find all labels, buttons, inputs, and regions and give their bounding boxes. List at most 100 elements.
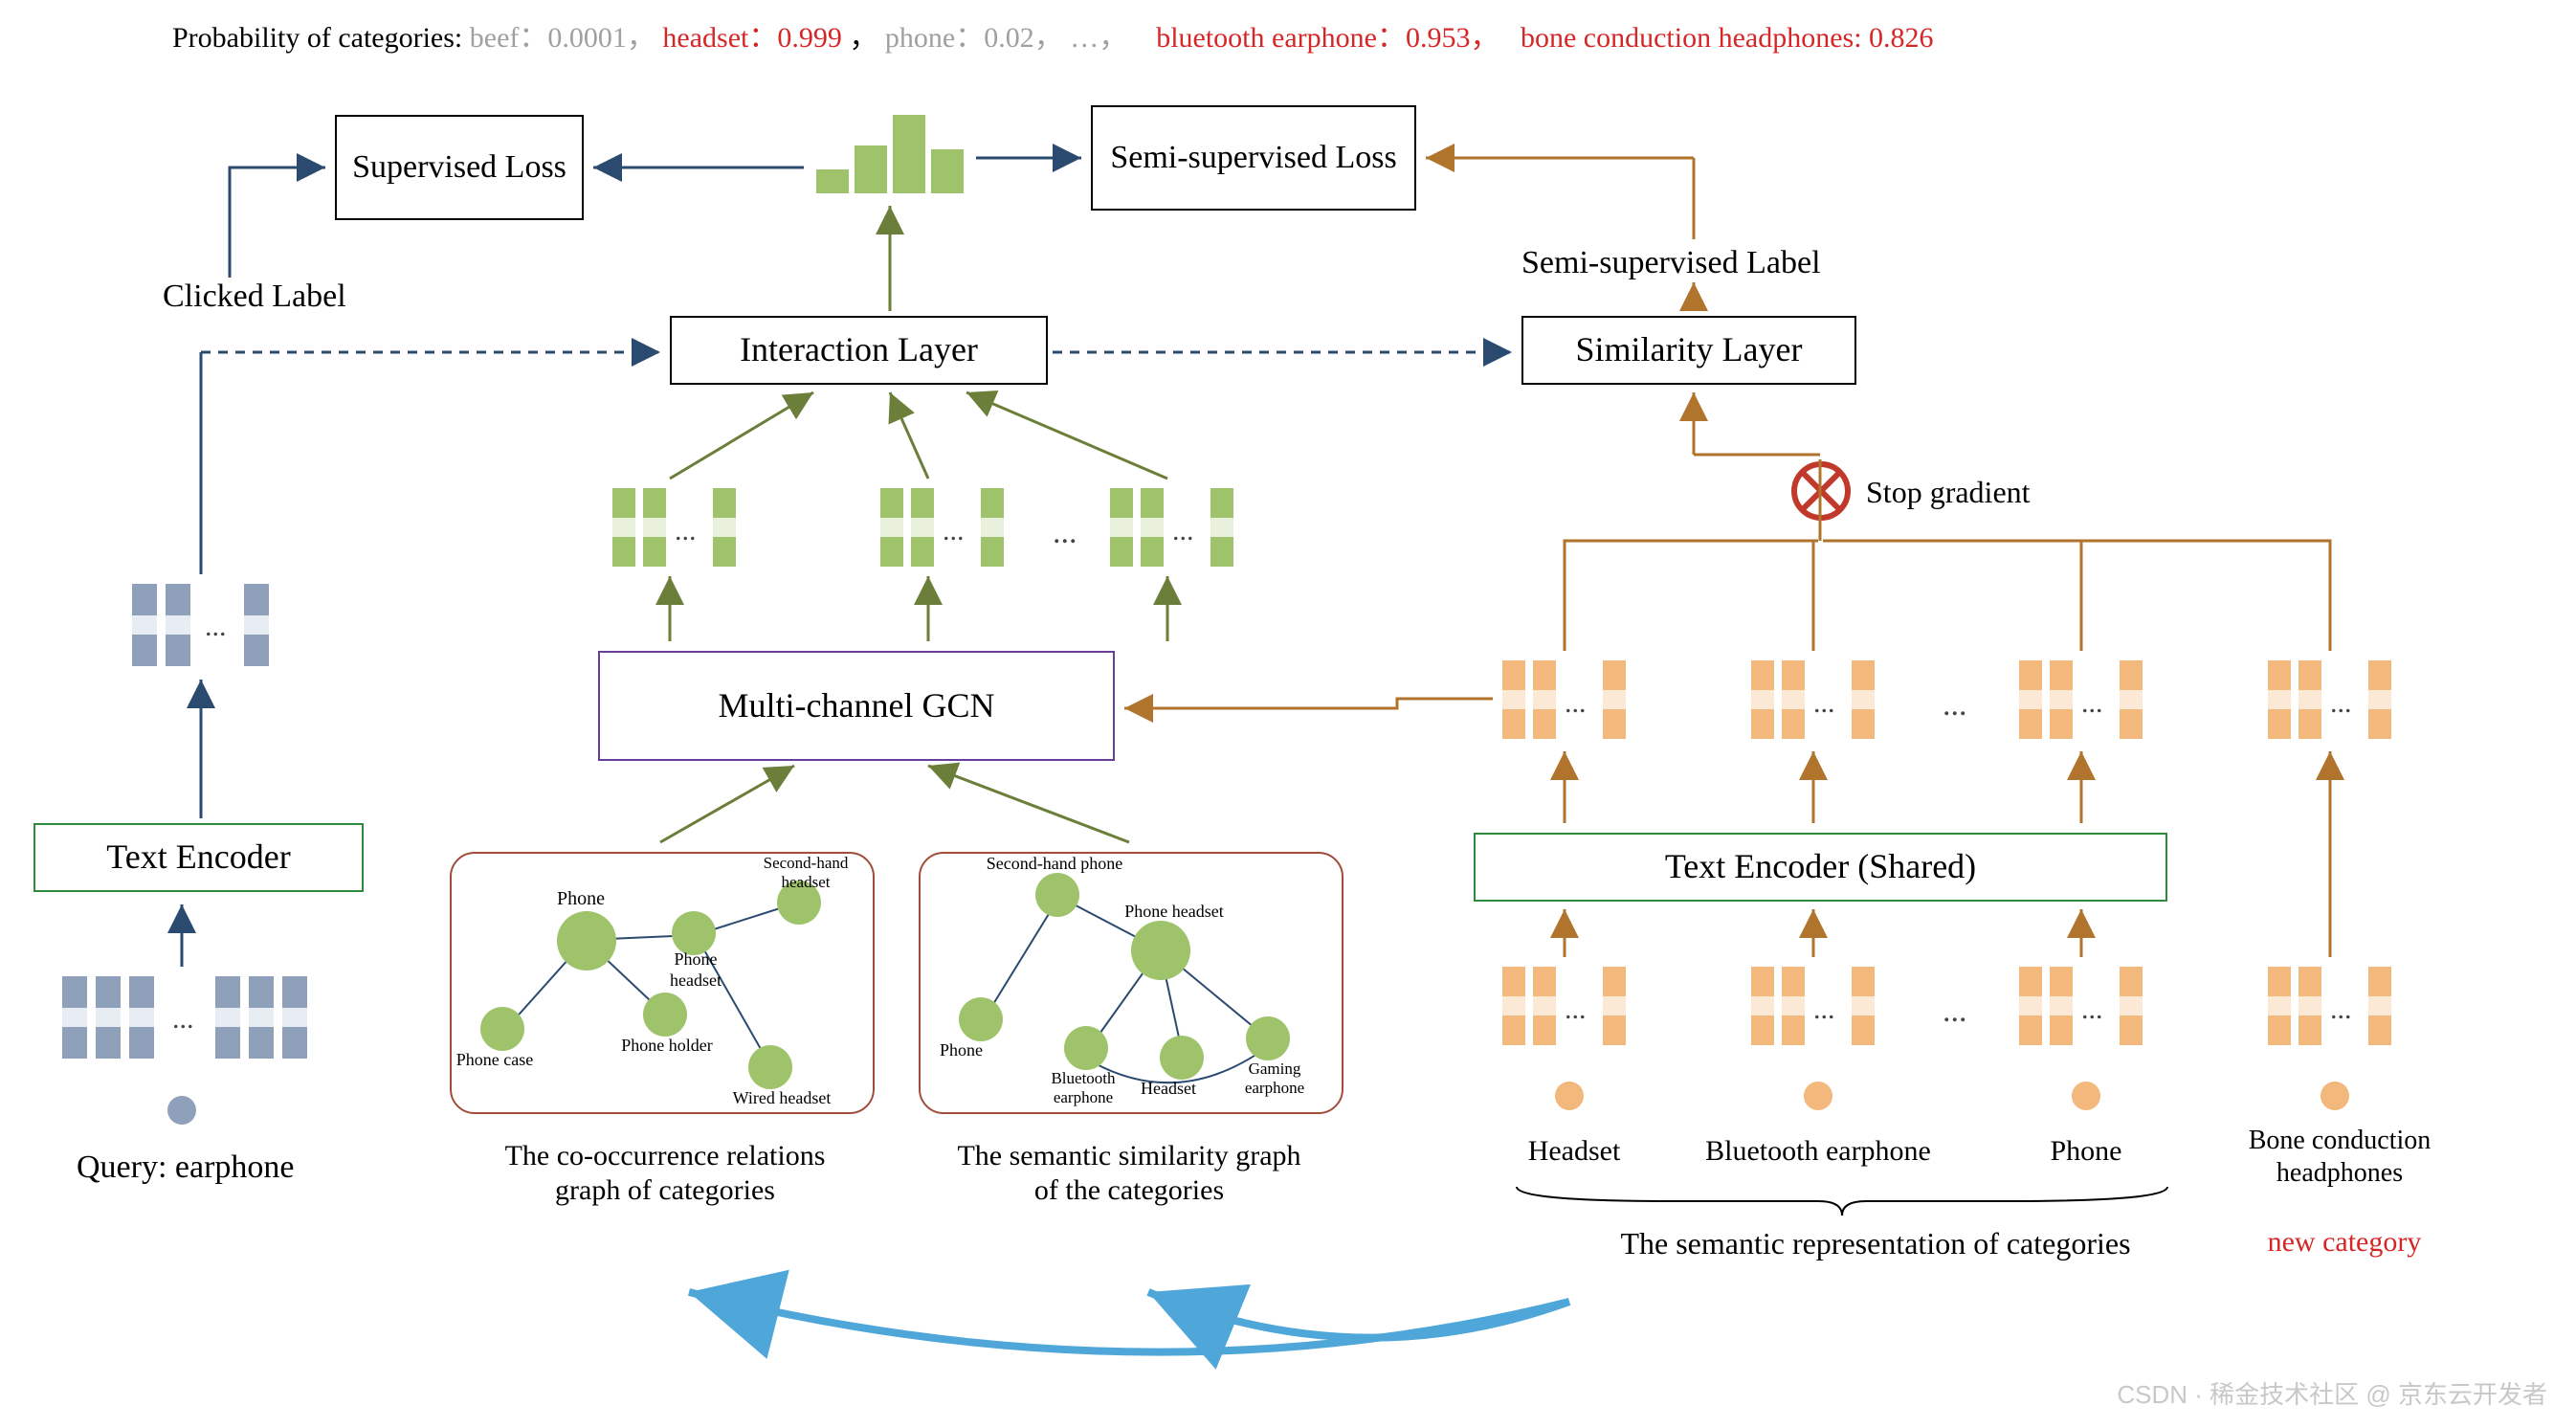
gcn-token: [911, 488, 934, 567]
prob-item-ellipsis: …，: [1070, 22, 1135, 54]
prob-item-beef: beef：0.0001，: [470, 22, 663, 54]
clicked-label-text: Clicked Label: [163, 278, 346, 317]
enc-token: [215, 976, 240, 1059]
cat-input-token: [2298, 967, 2321, 1045]
ellipsis-icon: ...: [943, 515, 965, 547]
stop-gradient-text: Stop gradient: [1866, 474, 2031, 510]
enc-token: [96, 976, 121, 1059]
prob-item-phone: phone：0.02，: [885, 22, 1070, 54]
sem-caption: The semantic similarity graph of the cat…: [943, 1139, 1316, 1208]
supervised-loss-box: Supervised Loss: [335, 115, 584, 220]
cat-emb-token: [1533, 660, 1556, 739]
cat-emb-token: [1502, 660, 1525, 739]
gnode-label: Phone headset: [653, 949, 739, 991]
prob-prefix: Probability of categories:: [172, 22, 470, 54]
enc-token: [282, 976, 307, 1059]
cat-input-token: [1852, 967, 1875, 1045]
enc-token: [62, 976, 87, 1059]
prob-item-headset: headset：0.999: [662, 22, 849, 54]
cat-emb-token: [2298, 660, 2321, 739]
cat-input-token: [1751, 967, 1774, 1045]
stop-gradient-icon: [1789, 459, 1853, 530]
gnode: [643, 993, 687, 1037]
cat-input-token: [1533, 967, 1556, 1045]
gnode-label: Headset: [1141, 1079, 1196, 1100]
cat-input-token: [1502, 967, 1525, 1045]
cooccurrence-graph-panel: Phone Phone headset Second-hand headset …: [450, 852, 875, 1114]
gcn-token: [713, 488, 736, 567]
diagram-canvas: Probability of categories: beef：0.0001， …: [0, 0, 2576, 1428]
cat-emb-token: [1603, 660, 1626, 739]
prob-item-bt: bluetooth earphone：0.953，: [1156, 22, 1506, 54]
ellipsis-icon: ...: [675, 515, 697, 547]
query-label: Query: earphone: [77, 1149, 295, 1188]
gnode-label: Phone: [940, 1040, 983, 1061]
semantic-graph-panel: Second-hand phone Phone Phone headset Bl…: [919, 852, 1344, 1114]
enc-token: [244, 584, 269, 666]
cat-emb-token: [1852, 660, 1875, 739]
gnode: [1246, 1016, 1290, 1060]
ellipsis-icon: ...: [205, 611, 227, 643]
ellipsis-icon: ...: [1943, 687, 1967, 724]
ellipsis-icon: ...: [2081, 993, 2103, 1026]
enc-token: [166, 584, 190, 666]
prob-item-bone: bone conduction headphones: 0.826: [1521, 22, 1934, 54]
gnode-label: Phone headset: [1112, 902, 1236, 923]
category-label-3: Phone: [2029, 1134, 2143, 1169]
cat-emb-token: [2019, 660, 2042, 739]
category-label-2: Bluetooth earphone: [1694, 1134, 1943, 1169]
ellipsis-icon: ...: [172, 1003, 194, 1036]
ellipsis-icon: ...: [1813, 993, 1835, 1026]
gnode: [1160, 1036, 1204, 1080]
cat-emb-token: [1782, 660, 1805, 739]
ellipsis-icon: ...: [1813, 687, 1835, 720]
cat-emb-token: [2268, 660, 2291, 739]
enc-token: [132, 584, 157, 666]
cooc-caption: The co-occurrence relations graph of cat…: [478, 1139, 852, 1208]
text-encoder-shared-box: Text Encoder (Shared): [1474, 833, 2167, 902]
text-encoder-box: Text Encoder: [33, 823, 364, 892]
new-category-label: new category: [2249, 1225, 2440, 1260]
gnode: [959, 997, 1003, 1041]
gcn-token: [612, 488, 635, 567]
gnode-label: Second-hand headset: [748, 854, 863, 893]
gcn-token: [643, 488, 666, 567]
cat-input-token: [1782, 967, 1805, 1045]
semi-loss-box: Semi-supervised Loss: [1091, 105, 1416, 211]
similarity-layer-box: Similarity Layer: [1521, 316, 1856, 385]
cat-input-token: [2019, 967, 2042, 1045]
cat-emb-token: [2050, 660, 2073, 739]
cat-input-token: [1603, 967, 1626, 1045]
ellipsis-icon: ...: [1053, 515, 1077, 551]
gcn-token: [1141, 488, 1164, 567]
cat-dot: [1804, 1082, 1832, 1110]
brace-icon: [1512, 1182, 2172, 1220]
ellipsis-icon: ...: [2330, 993, 2352, 1026]
category-label-4: Bone conduction headphones: [2215, 1125, 2464, 1189]
category-label-1: Headset: [1507, 1134, 1641, 1169]
gnode: [748, 1045, 792, 1089]
gnode-phone: [557, 911, 616, 971]
cat-dot: [2321, 1082, 2349, 1110]
watermark-text: CSDN · 稀金技术社区 @ 京东云开发者: [2117, 1375, 2547, 1411]
gcn-token: [1210, 488, 1233, 567]
gnode-label: Phone case: [452, 1050, 538, 1071]
gnode-label: Second-hand phone: [978, 854, 1131, 875]
enc-token: [249, 976, 274, 1059]
gnode: [1064, 1026, 1108, 1070]
cat-dot: [2072, 1082, 2100, 1110]
cat-emb-token: [1751, 660, 1774, 739]
query-dot: [167, 1096, 196, 1125]
ellipsis-icon: ...: [1172, 515, 1194, 547]
probability-bars: [816, 115, 964, 193]
cat-input-token: [2368, 967, 2391, 1045]
semi-label-text: Semi-supervised Label: [1521, 244, 1821, 283]
enc-token: [129, 976, 154, 1059]
gnode-label: Phone holder: [614, 1036, 720, 1057]
ellipsis-icon: ...: [1565, 687, 1587, 720]
gcn-box: Multi-channel GCN: [598, 651, 1115, 761]
gnode-label: Wired headset: [720, 1088, 844, 1109]
cat-emb-token: [2368, 660, 2391, 739]
gnode-label: Phone: [557, 887, 605, 910]
cat-input-token: [2120, 967, 2143, 1045]
